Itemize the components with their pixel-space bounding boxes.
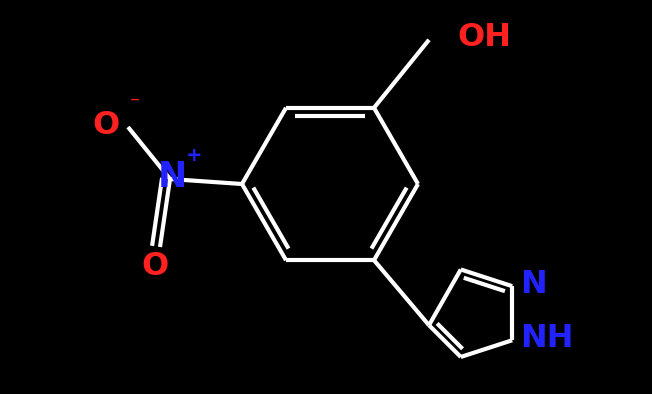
Text: +: +	[186, 146, 203, 165]
Text: N: N	[520, 269, 547, 300]
Text: O: O	[141, 251, 169, 282]
Text: N: N	[157, 160, 186, 194]
Text: O: O	[93, 110, 120, 141]
Text: OH: OH	[457, 22, 511, 53]
Text: NH: NH	[520, 323, 574, 354]
Text: ⁻: ⁻	[130, 94, 140, 113]
